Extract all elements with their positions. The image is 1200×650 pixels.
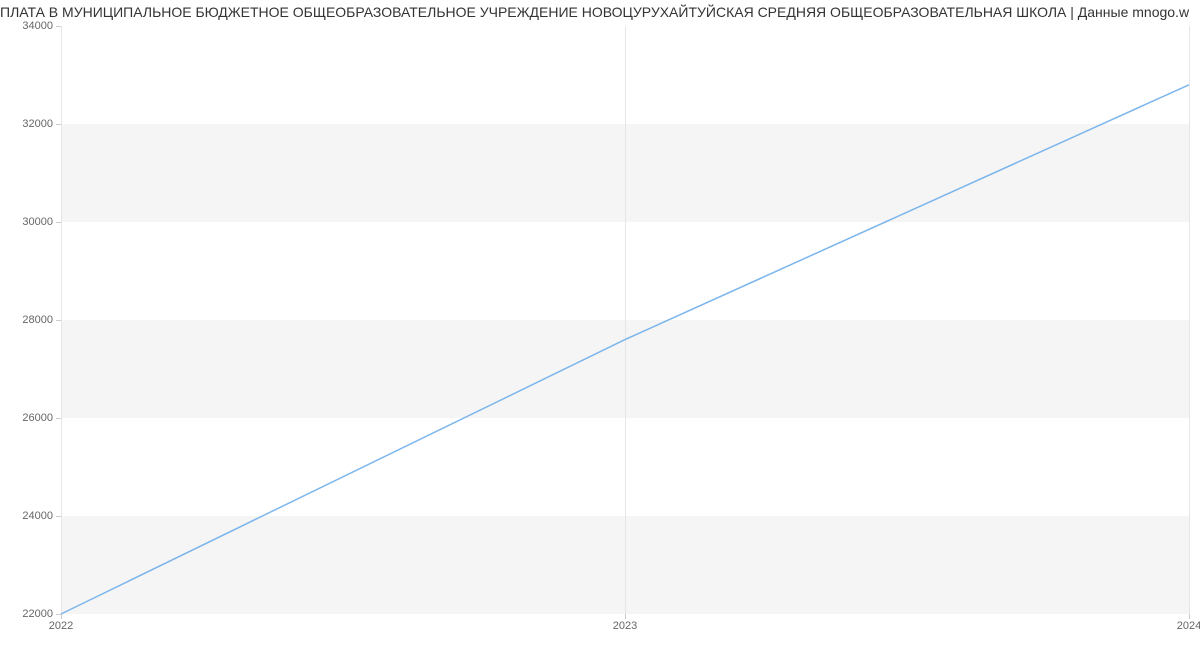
series-layer xyxy=(61,26,1189,614)
x-tick-mark xyxy=(61,614,62,619)
x-tick-mark xyxy=(1189,614,1190,619)
series-line-salary xyxy=(61,85,1189,614)
chart-title: ПЛАТА В МУНИЦИПАЛЬНОЕ БЮДЖЕТНОЕ ОБЩЕОБРА… xyxy=(0,4,1200,20)
plot-area: 2200024000260002800030000320003400020222… xyxy=(61,26,1189,614)
chart-container: ПЛАТА В МУНИЦИПАЛЬНОЕ БЮДЖЕТНОЕ ОБЩЕОБРА… xyxy=(0,0,1200,650)
x-tick-mark xyxy=(625,614,626,619)
x-gridline xyxy=(1189,26,1190,614)
